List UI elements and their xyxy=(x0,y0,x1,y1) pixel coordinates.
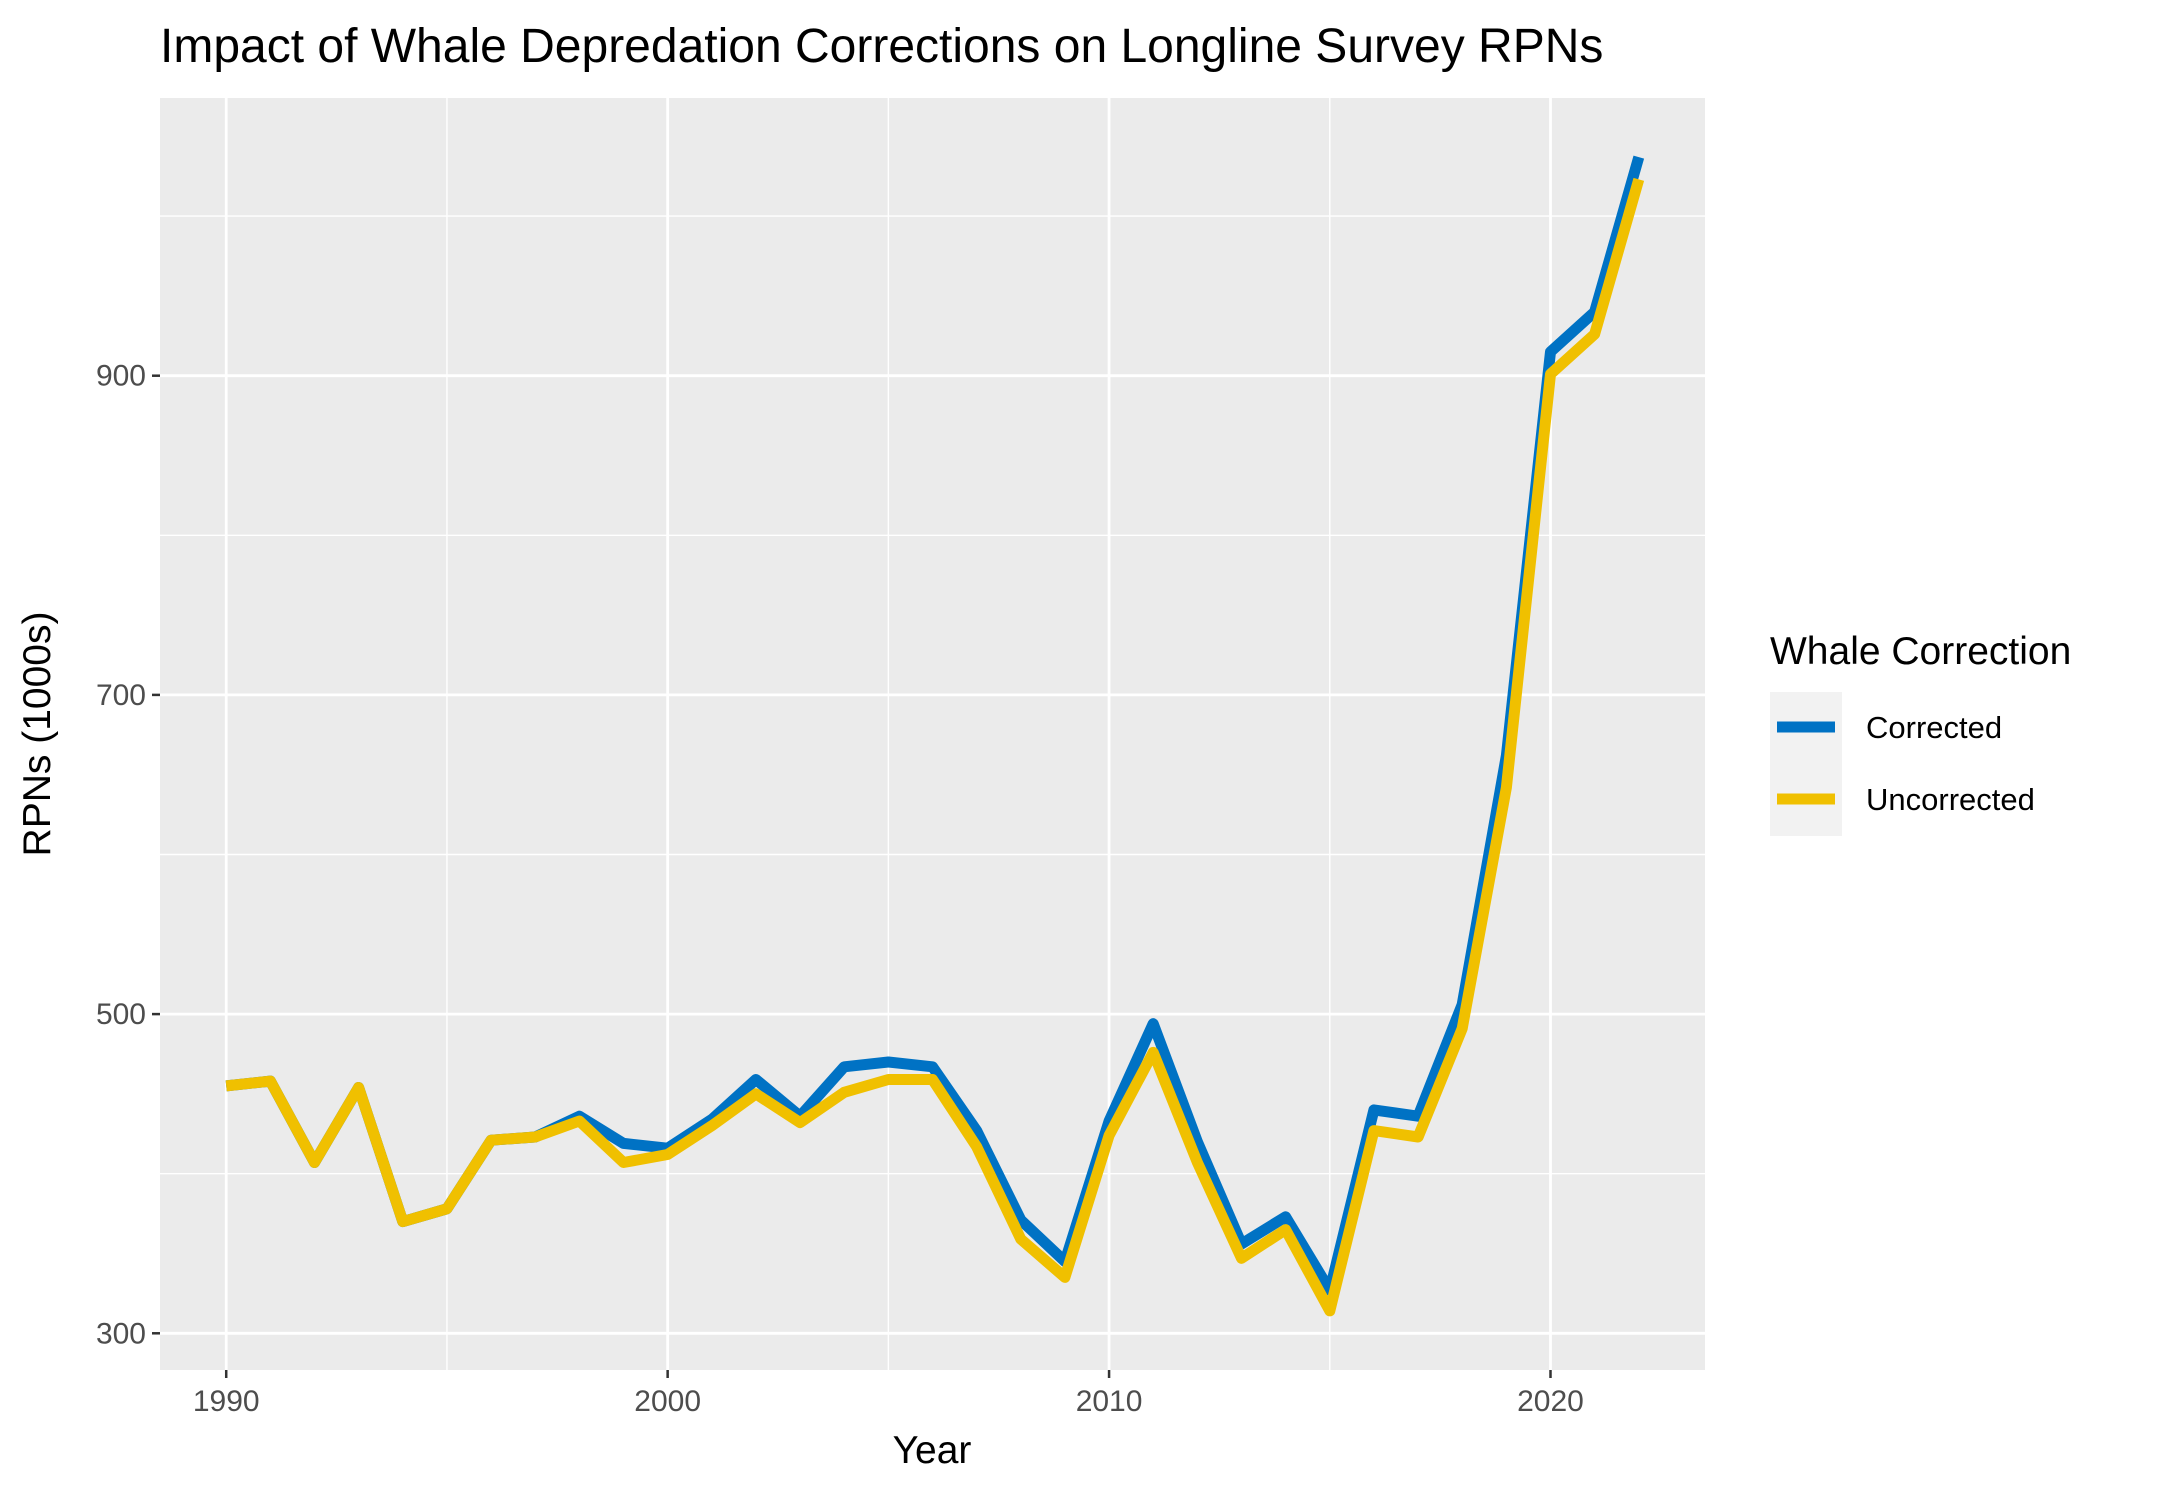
plot-panel xyxy=(160,98,1705,1370)
legend-label-uncorrected: Uncorrected xyxy=(1866,782,2035,817)
y-tick-label: 500 xyxy=(96,998,146,1031)
series-line-uncorrected xyxy=(225,177,1645,1317)
x-axis-title: Year xyxy=(893,1429,972,1472)
minor-gridlines xyxy=(160,98,1705,1370)
x-tick-label: 2000 xyxy=(634,1385,701,1418)
y-axis: 300 500 700 900 xyxy=(96,360,160,1350)
x-axis: 1990 2000 2010 2020 xyxy=(193,1370,1584,1418)
series-lines xyxy=(225,155,1645,1317)
y-tick-label: 700 xyxy=(96,679,146,712)
y-axis-title: RPNs (1000s) xyxy=(16,612,59,857)
legend-key-background xyxy=(1770,692,1842,836)
chart-title: Impact of Whale Depredation Corrections … xyxy=(160,20,1603,73)
x-tick-label: 2010 xyxy=(1076,1385,1143,1418)
y-tick-label: 900 xyxy=(96,360,146,393)
major-gridlines xyxy=(160,98,1705,1370)
x-tick-label: 1990 xyxy=(193,1385,260,1418)
x-tick-label: 2020 xyxy=(1517,1385,1584,1418)
legend-label-corrected: Corrected xyxy=(1866,710,2002,745)
y-tick-label: 300 xyxy=(96,1317,146,1350)
legend: Whale Correction Corrected Uncorrected xyxy=(1770,630,2071,836)
legend-title: Whale Correction xyxy=(1770,630,2071,673)
